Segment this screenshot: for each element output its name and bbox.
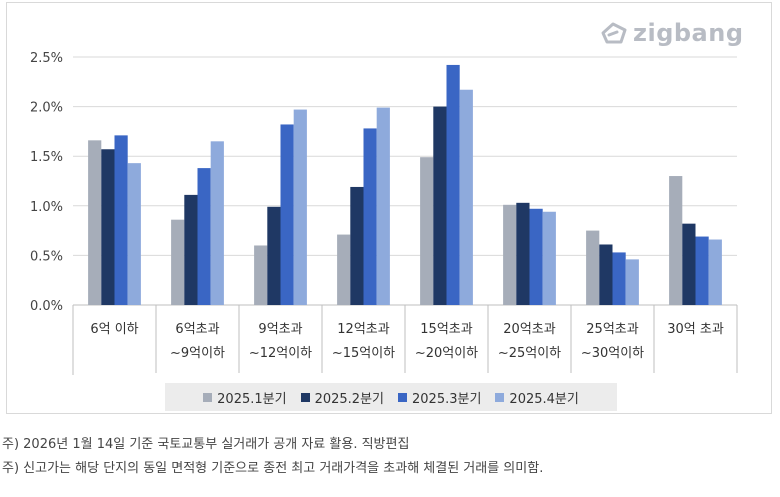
logo-text: zigbang (633, 19, 744, 47)
x-tick-label: ~20억이하 (415, 346, 478, 361)
y-tick-label: 1.5% (30, 150, 63, 165)
x-tick-label: ~12억이하 (249, 346, 312, 361)
y-tick-label: 0.5% (30, 249, 63, 264)
bar (420, 157, 434, 305)
legend-item: 2025.4분기 (495, 388, 579, 407)
legend-label: 2025.1분기 (217, 391, 287, 407)
legend-swatch (398, 392, 407, 402)
legend-item: 2025.1분기 (203, 388, 287, 407)
bar (669, 176, 683, 305)
bar (101, 149, 115, 305)
bar (433, 106, 447, 305)
bar (529, 208, 543, 305)
y-tick-label: 2.5% (30, 51, 63, 66)
bar (210, 141, 224, 305)
bar (542, 211, 556, 305)
x-tick-label: ~9억이하 (170, 346, 225, 361)
bar (363, 128, 377, 305)
bar-chart: 0.0% 0.5% 1.0% 1.5% 2.0% 2.5% 6억 이하 6억초과 ~9억이하 9억… (30, 51, 738, 375)
bar (599, 244, 613, 305)
bar (503, 204, 517, 305)
bar (280, 124, 294, 306)
bar (612, 252, 626, 305)
legend-label: 2025.4분기 (509, 391, 579, 407)
x-tick-label: ~15억이하 (332, 346, 395, 361)
legend-swatch (495, 392, 505, 402)
x-tick-label: 6억 이하 (90, 322, 138, 337)
bar (516, 202, 530, 305)
bar (114, 135, 128, 305)
bar (459, 89, 473, 306)
bar (254, 245, 268, 305)
y-tick-label: 0.0% (30, 299, 63, 314)
legend-swatch (203, 392, 213, 402)
bar (695, 236, 709, 305)
bar (625, 259, 639, 305)
y-tick-label: 2.0% (30, 101, 63, 116)
zigbang-house-icon (601, 22, 627, 44)
chart-frame: 0.0% 0.5% 1.0% 1.5% 2.0% 2.5% 6억 이하 6억초과 ~9억이하 9억… (6, 2, 772, 414)
bar (127, 163, 141, 305)
legend-label: 2025.3분기 (412, 391, 482, 407)
bar (682, 223, 696, 305)
bar (446, 64, 460, 305)
legend-swatch (300, 392, 310, 402)
footnote-definition: 주) 신고가는 해당 단지의 동일 면적형 기준으로 종전 최고 거래가격을 초… (2, 461, 544, 476)
x-tick-label: 15억초과 (420, 322, 472, 337)
legend-item: 2025.3분기 (398, 388, 481, 407)
bar (376, 107, 390, 305)
bar (171, 219, 185, 305)
bar (350, 186, 364, 305)
bar (184, 194, 198, 305)
chart-legend: 2025.1분기 2025.2분기 2025.3분기 2025.4분기 (165, 383, 617, 411)
footnotes: 주) 2026년 1월 14일 기준 국토교통부 실거래가 공개 자료 활용. … (2, 433, 543, 481)
bar (88, 140, 102, 305)
x-tick-label: 12억초과 (337, 322, 389, 337)
x-tick-label: 30억 초과 (667, 322, 724, 337)
bar (708, 239, 722, 305)
x-tick-label: 9억초과 (258, 322, 302, 337)
bar (267, 206, 281, 305)
x-tick-label: 6억초과 (175, 322, 219, 337)
bar (197, 168, 211, 305)
bar (293, 109, 307, 306)
x-tick-label: ~25억이하 (498, 346, 561, 361)
x-tick-label: 25억초과 (586, 322, 638, 337)
y-tick-label: 1.0% (30, 200, 63, 215)
zigbang-logo: zigbang (599, 19, 744, 47)
legend-label: 2025.2분기 (314, 391, 384, 407)
x-tick-label: ~30억이하 (581, 346, 644, 361)
x-tick-label: 20억초과 (503, 322, 555, 337)
bar (337, 234, 351, 305)
bar (586, 230, 600, 305)
footnote-source: 주) 2026년 1월 14일 기준 국토교통부 실거래가 공개 자료 활용. … (2, 437, 410, 452)
legend-item: 2025.2분기 (300, 388, 384, 407)
